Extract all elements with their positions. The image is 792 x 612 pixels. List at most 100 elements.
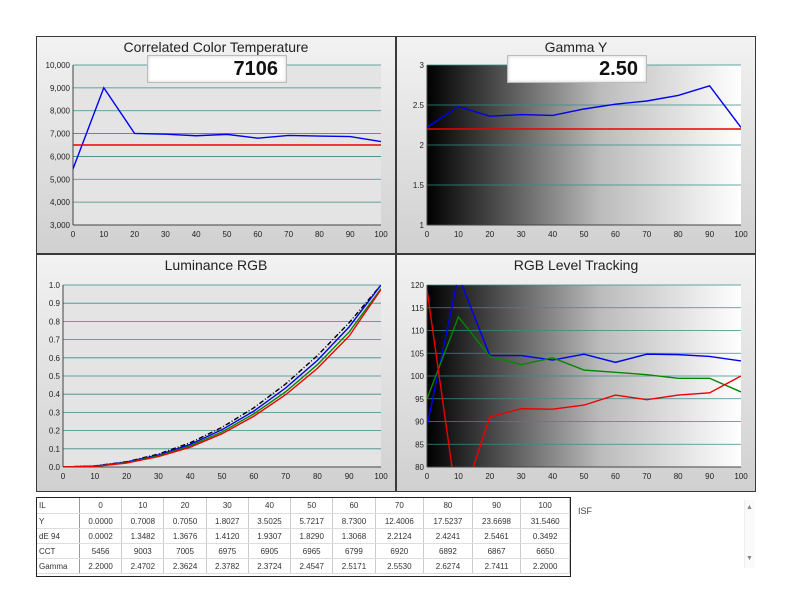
y-tick-label: 0.6 (49, 354, 61, 363)
table-cell: 0.0000 (79, 513, 123, 529)
y-tick-label: 0.1 (49, 445, 61, 454)
table-cell: 3.5025 (248, 513, 292, 529)
x-tick-label: 60 (253, 230, 262, 239)
y-tick-label: 3,000 (50, 221, 71, 230)
cct-chart: 3,000 4,000 5,000 6,000 7,000 8,000 9,000 10,00… (46, 61, 389, 239)
x-tick-label: 30 (161, 230, 170, 239)
y-tick-label: 3 (420, 61, 425, 70)
table-row: Gamma 2.2000 2.4702 2.3624 2.3782 2.3724 2.454… (37, 558, 570, 574)
table-cell: 2.4547 (290, 558, 334, 574)
x-tick-label: 0 (71, 230, 76, 239)
table-cell: Y (37, 513, 80, 529)
x-tick-label: 40 (548, 472, 557, 481)
x-tick-label: 70 (284, 230, 293, 239)
x-tick-label: 40 (186, 472, 195, 481)
x-tick-label: 50 (580, 472, 589, 481)
table-cell: 1.3482 (121, 528, 165, 544)
x-tick-label: 80 (313, 472, 322, 481)
rgb-tracking-chart-panel: RGB Level Tracking 80 85 90 95 100 105 110 115 1… (396, 254, 756, 492)
table-cell: 0.0002 (79, 528, 123, 544)
y-tick-label: 9,000 (50, 84, 71, 93)
x-tick-label: 100 (374, 230, 388, 239)
series-group (427, 84, 741, 130)
table-header-cell: 100 (520, 498, 570, 514)
scroll-down-icon[interactable]: ▼ (746, 555, 753, 562)
x-tick-label: 40 (548, 230, 557, 239)
x-tick-label: 90 (705, 472, 714, 481)
x-tick-label: 10 (454, 230, 463, 239)
table-cell: CCT (37, 543, 80, 559)
rgb-tracking-chart: 80 85 90 95 100 105 110 115 120 0 10 20 30 40 50 60 70 80… (411, 281, 749, 481)
table-cell: 2.6274 (423, 558, 473, 574)
x-tick-label: 90 (345, 472, 354, 481)
table-cell: 8.7300 (332, 513, 376, 529)
x-tick-label: 30 (154, 472, 163, 481)
cct-readout: 7106 (147, 55, 287, 83)
y-tick-label: 8,000 (50, 107, 71, 116)
x-tick-label: 60 (611, 472, 620, 481)
table-cell: 1.4120 (206, 528, 249, 544)
x-tick-label: 20 (122, 472, 131, 481)
y-tick-label: 90 (415, 418, 424, 427)
measurement-table-grid: IL 0 10 20 30 40 50 60 70 80 90 100 Y 0.0000 0.7008 0.7… (37, 498, 570, 574)
notes-label: ISF (578, 506, 593, 516)
table-cell: 2.2000 (79, 558, 123, 574)
table-cell: 2.3782 (206, 558, 249, 574)
table-cell: 6892 (423, 543, 473, 559)
measurement-table: IL 0 10 20 30 40 50 60 70 80 90 100 Y 0.0000 0.7008 0.7… (36, 497, 571, 577)
x-tick-label: 50 (218, 472, 227, 481)
y-tick-label: 110 (411, 327, 424, 336)
scroll-up-icon[interactable]: ▲ (746, 504, 753, 511)
x-tick-label: 10 (90, 472, 99, 481)
y-tick-label: 0.8 (49, 317, 61, 326)
table-cell: Gamma (37, 558, 80, 574)
table-row: CCT 5456 9003 7005 6975 6905 6965 6799 6920 6892 6… (37, 543, 570, 559)
y-tick-label: 85 (415, 440, 424, 449)
y-tick-label: 7,000 (50, 130, 71, 139)
x-tick-label: 80 (674, 472, 683, 481)
table-row: dE 94 0.0002 1.3482 1.3676 1.4120 1.9307 1.829… (37, 528, 570, 544)
y-tick-label: 100 (411, 372, 425, 381)
y-tick-label: 1 (420, 221, 425, 230)
x-tick-label: 20 (485, 230, 494, 239)
x-tick-label: 60 (611, 230, 620, 239)
series-line (427, 84, 741, 128)
y-tick-label: 115 (411, 304, 424, 313)
series-group (73, 86, 381, 170)
gamma-readout: 2.50 (507, 55, 647, 83)
x-tick-label: 100 (374, 472, 388, 481)
y-tick-label: 0.5 (49, 372, 61, 381)
y-tick-label: 95 (415, 395, 424, 404)
table-header-cell: 60 (332, 498, 376, 514)
x-tick-label: 30 (517, 230, 526, 239)
series-group (427, 285, 741, 467)
table-cell: 2.5530 (375, 558, 425, 574)
y-tick-label: 2.5 (413, 101, 425, 110)
notes-scrollbar[interactable]: ▲ ▼ (744, 500, 755, 568)
luminance-chart-panel: Luminance RGB 0.0 0.1 0.2 0.3 0.4 0.5 0.6 0.7 0.… (36, 254, 396, 492)
x-tick-label: 90 (346, 230, 355, 239)
table-cell: 1.3676 (163, 528, 207, 544)
y-tick-label: 2 (420, 141, 425, 150)
x-tick-label: 10 (99, 230, 108, 239)
table-cell: 9003 (121, 543, 165, 559)
y-tick-label: 1.5 (413, 181, 425, 190)
table-cell: 0.3492 (520, 528, 570, 544)
x-tick-label: 50 (580, 230, 589, 239)
table-cell: 0.7050 (163, 513, 207, 529)
series-line (63, 289, 381, 467)
x-tick-label: 80 (315, 230, 324, 239)
x-tick-label: 0 (425, 230, 430, 239)
table-cell: 6799 (332, 543, 376, 559)
x-tick-label: 0 (425, 472, 430, 481)
table-cell: 2.2124 (375, 528, 425, 544)
table-cell: 2.5461 (472, 528, 522, 544)
y-tick-label: 80 (415, 463, 424, 472)
notes-box[interactable]: ISF ▲ ▼ (575, 500, 755, 568)
gamma-chart: 11.522.530 10 20 30 40 50 60 70 80 90 100 (413, 61, 748, 239)
rgb-tracking-chart-title: RGB Level Tracking (513, 257, 639, 273)
x-tick-label: 60 (249, 472, 258, 481)
table-cell: 6920 (375, 543, 425, 559)
x-tick-label: 70 (642, 230, 651, 239)
y-tick-label: 0.0 (49, 463, 61, 472)
